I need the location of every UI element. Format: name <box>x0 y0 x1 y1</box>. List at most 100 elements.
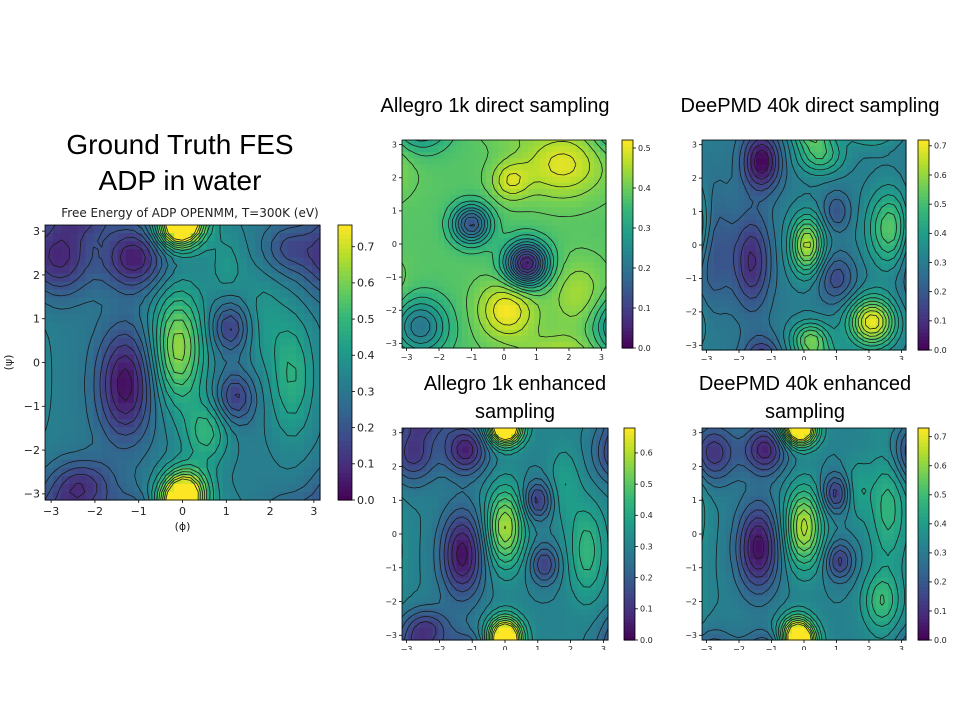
heatmap-cell <box>576 292 583 300</box>
heatmap-cell <box>517 452 524 460</box>
deepmd-enhanced-title-line-1: DeePMD 40k enhanced <box>698 373 912 395</box>
heatmap-cell <box>101 394 111 404</box>
heatmap-cell <box>523 608 530 616</box>
heatmap-cell <box>594 140 601 147</box>
heatmap-cell <box>822 232 829 240</box>
heatmap-cell <box>474 140 481 147</box>
heatmap-cell <box>559 440 567 448</box>
heatmap-cell <box>577 615 585 622</box>
heatmap-cell <box>516 280 523 288</box>
heatmap-cell <box>462 146 469 153</box>
heatmap-cell <box>117 459 127 469</box>
heatmap-cell <box>888 158 895 166</box>
colorbar-segment <box>338 289 352 295</box>
heatmap-cell <box>420 256 427 263</box>
heatmap-cell <box>231 265 240 275</box>
heatmap-cell <box>510 207 517 215</box>
heatmap-cell <box>558 207 565 215</box>
heatmap-cell <box>505 565 512 573</box>
heatmap-cell <box>402 484 409 491</box>
heatmap-cell <box>565 608 573 616</box>
heatmap-cell <box>311 346 321 356</box>
heatmap-cell <box>541 452 549 460</box>
heatmap-cell <box>77 313 87 323</box>
heatmap-cell <box>438 207 445 215</box>
heatmap-cell <box>510 201 517 208</box>
heatmap-cell <box>576 164 583 172</box>
heatmap-cell <box>894 140 901 147</box>
heatmap-cell <box>510 286 517 294</box>
heatmap-cell <box>601 515 609 523</box>
heatmap-cell <box>498 428 506 435</box>
heatmap-cell <box>714 325 721 333</box>
heatmap-cell <box>158 402 167 412</box>
heatmap-cell <box>583 471 591 479</box>
colorbar-segment <box>338 449 352 455</box>
contour-line <box>485 140 591 335</box>
heatmap-cell <box>571 583 579 591</box>
heatmap-cell <box>420 329 427 337</box>
heatmap-cell <box>486 195 493 202</box>
heatmap-cell <box>53 427 62 436</box>
heatmap-cell <box>517 583 524 591</box>
heatmap-cell <box>474 292 481 300</box>
heatmap-cell <box>882 164 889 172</box>
colorbar-segment <box>918 182 929 187</box>
heatmap-cell <box>732 257 739 265</box>
heatmap-cell <box>786 226 793 234</box>
heatmap-cell <box>426 490 433 498</box>
heatmap-cell <box>559 608 567 616</box>
heatmap-cell <box>402 286 409 294</box>
heatmap-cell <box>438 256 445 263</box>
heatmap-cell <box>834 158 841 166</box>
heatmap-cell <box>426 440 433 448</box>
heatmap-cell <box>774 232 781 240</box>
heading-line-1: Ground Truth FES <box>66 129 294 160</box>
heatmap-cell <box>444 329 451 337</box>
heatmap-cell <box>271 330 281 339</box>
heatmap-cell <box>534 176 541 184</box>
heatmap-cell <box>780 343 787 351</box>
heatmap-cell <box>541 440 549 448</box>
heatmap-cell <box>438 565 446 573</box>
heatmap-cell <box>564 329 571 337</box>
heatmap-cell <box>279 378 289 388</box>
heatmap-cell <box>426 250 433 257</box>
heatmap-cell <box>190 411 200 420</box>
heatmap-cell <box>480 286 487 294</box>
heatmap-cell <box>206 225 216 234</box>
heatmap-cell <box>547 515 555 523</box>
heatmap-cell <box>541 502 549 510</box>
heatmap-cell <box>834 263 841 271</box>
colorbar-segment <box>622 334 633 339</box>
heatmap-cell <box>792 331 799 339</box>
heatmap-cell <box>222 354 232 364</box>
heatmap-cell <box>558 311 565 319</box>
heatmap-cell <box>588 262 595 270</box>
heatmap-cell <box>732 319 739 326</box>
heatmap-cell <box>595 459 603 467</box>
ground-truth-fes-chart: −3 −2 −1 0 1 2 3−3−2−10123(ϕ)(ψ)0.00.10.20.30.… <box>2 224 375 533</box>
heatmap-cell <box>541 596 549 604</box>
heatmap-cell <box>822 331 829 339</box>
heatmap-cell <box>239 313 248 323</box>
heatmap-cell <box>450 459 458 467</box>
heatmap-cell <box>852 201 859 209</box>
heatmap-cell <box>486 471 494 479</box>
heatmap-cell <box>450 170 457 178</box>
heatmap-cell <box>588 201 595 208</box>
heatmap-cell <box>450 471 458 479</box>
heatmap-cell <box>462 527 470 535</box>
heatmap-cell <box>426 565 433 573</box>
heatmap-cell <box>402 527 409 535</box>
heatmap-cell <box>133 459 143 469</box>
heatmap-cell <box>846 337 853 345</box>
heatmap-cell <box>255 225 264 234</box>
heatmap-cell <box>263 233 273 242</box>
heatmap-cell <box>882 343 889 351</box>
heatmap-cell <box>882 177 889 184</box>
heatmap-cell <box>206 435 216 444</box>
heatmap-cell <box>408 213 415 221</box>
heatmap-cell <box>565 515 573 523</box>
heatmap-cell <box>738 306 745 314</box>
